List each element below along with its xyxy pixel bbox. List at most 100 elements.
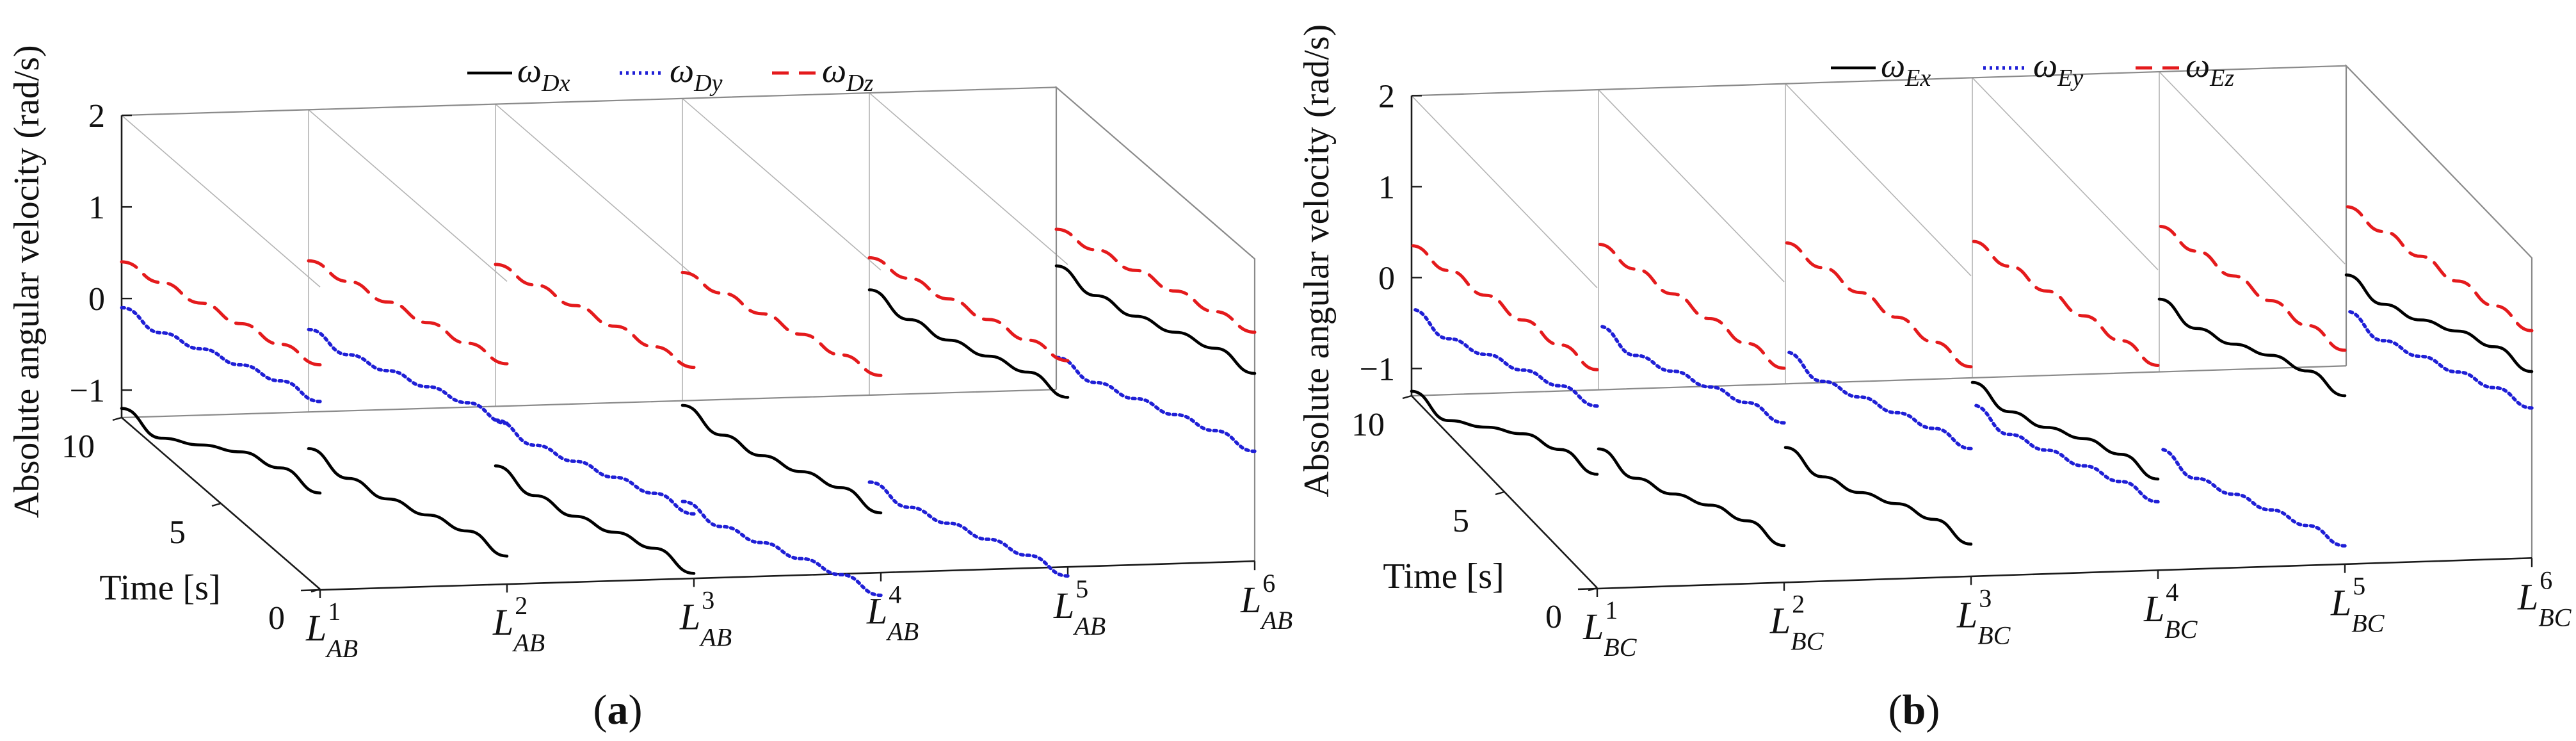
series-y-curve [1597,324,1786,425]
series-y-curve [307,327,509,425]
panel-label: (a) [593,687,643,733]
x-tick-label: L4 AB [866,580,919,646]
series-z-curve [1410,244,1599,371]
series-x-curve [680,403,883,515]
x-tick-label: L5 BC [2330,572,2385,638]
grid-line [1972,77,2159,270]
legend-entry: ωEx [1881,46,1931,92]
series-z-curve [1054,227,1257,334]
x-axis-line [300,560,1255,592]
series-y-curve [680,500,883,598]
series-x-curve [120,407,322,495]
x-tick-label: L6 BC [2517,566,2572,631]
series-x-curve [1970,380,2160,481]
x-tick-label: L1 AB [305,597,358,663]
series-x-curve [2344,273,2534,373]
series-x-curve [2157,297,2347,398]
back-wall-edge [121,86,1057,419]
x-tick-label: L3 AB [679,585,732,651]
time-tick-mark [211,502,221,507]
series-x-curve [307,447,509,558]
series-y-curve [1054,355,1257,453]
time-tick-mark [310,588,321,593]
z-tick-label: 1 [1378,169,1395,206]
legend-entry: ωDz [822,51,874,97]
time-tick-label: 0 [1545,599,1562,635]
series-y-curve [867,480,1070,578]
legend: ωDx ωDy ωDz [467,51,874,97]
legend-entry: ωEz [2186,46,2234,92]
series-z-curve [680,271,883,377]
axes: L1 AB L2 AB L3 AB L4 AB L5 AB L6 AB 0 5 10 Time [s] −1 0 1… [7,45,1292,663]
time-tick-label: 5 [169,514,186,551]
series-x-curve [1410,389,1599,476]
grid-line [869,92,1068,265]
series-z-curve [1970,240,2160,367]
grid-line [308,109,508,282]
time-tick-label: 5 [1453,503,1469,539]
series-z-curve [2344,205,2534,332]
back-wall-edge [1411,65,2347,397]
z-axis-label: Absolute angular velocity (rad/s) [1297,24,1337,498]
series-z-curve [1597,242,1786,370]
legend-entry: ωEy [2033,46,2083,92]
grid-line [1785,83,1972,277]
series-z-curve [494,263,696,370]
series-y-curve [494,418,696,516]
time-tick-label: 10 [61,428,95,465]
x-tick-label: L6 AB [1240,569,1292,635]
series-x-curve [1054,264,1257,375]
series-y-curve [1783,350,1973,451]
z-tick-label: 2 [88,98,105,134]
series-y-curve [1970,403,2160,504]
series-y-curve [2157,447,2347,548]
axes: L1 BC L2 BC L3 BC L4 BC L5 BC L6 BC 0 5 10 Time [s] −1 0 1… [1297,24,2572,662]
grid-line [682,98,881,271]
series-x-curve [867,288,1070,399]
series-z-curve [307,259,509,366]
x-tick-label: L5 AB [1053,574,1106,640]
x-tick-label: L1 BC [1582,596,1638,662]
data-curves [1410,205,2534,548]
panel-b: L1 BC L2 BC L3 BC L4 BC L5 BC L6 BC 0 5 10 Time [s] −1 0 1… [1297,24,2572,733]
legend-entry: ωDx [517,51,570,97]
z-tick-label: −1 [70,373,105,409]
side-wall-edge [2345,63,2533,558]
z-axis-label: Absolute angular velocity (rad/s) [7,45,47,518]
grid-line [1411,95,1598,288]
axes-frame [120,85,1256,562]
z-tick-label: 0 [1378,260,1395,297]
time-tick-mark [1402,395,1412,400]
x-axis-line [1577,557,2532,590]
series-y-curve [1410,307,1599,408]
series-z-curve [120,260,322,367]
panel-a: L1 AB L2 AB L3 AB L4 AB L5 AB L6 AB 0 5 10 Time [s] −1 0 1… [7,45,1292,733]
series-x-curve [1783,446,1973,546]
time-tick-mark [1495,491,1505,496]
series-x-curve [1597,447,1786,548]
grid-line [2159,71,2346,265]
series-x-curve [494,464,696,575]
panel-label: (b) [1888,687,1940,733]
time-tick-label: 10 [1351,407,1385,443]
series-y-curve [120,305,322,403]
grid-line [1598,89,1785,282]
axes-frame [1410,63,2533,558]
z-tick-label: 2 [1378,78,1395,115]
series-y-curve [2344,309,2534,410]
time-tick-label: 0 [268,600,285,637]
z-tick-label: 0 [88,281,105,318]
z-tick-label: −1 [1360,351,1395,387]
legend-entry: ωDy [670,51,723,97]
z-tick-label: 1 [88,190,105,226]
data-curves [120,227,1257,598]
time-axis-label: Time [s] [99,568,220,608]
x-tick-label: L2 BC [1769,590,1824,656]
x-tick-label: L3 BC [1956,583,2011,649]
time-tick-mark [1588,587,1598,592]
x-tick-label: L2 AB [492,591,545,657]
time-axis-label: Time [s] [1383,557,1504,596]
x-tick-label: L4 BC [2143,578,2198,644]
side-wall-edge [1055,85,1256,562]
